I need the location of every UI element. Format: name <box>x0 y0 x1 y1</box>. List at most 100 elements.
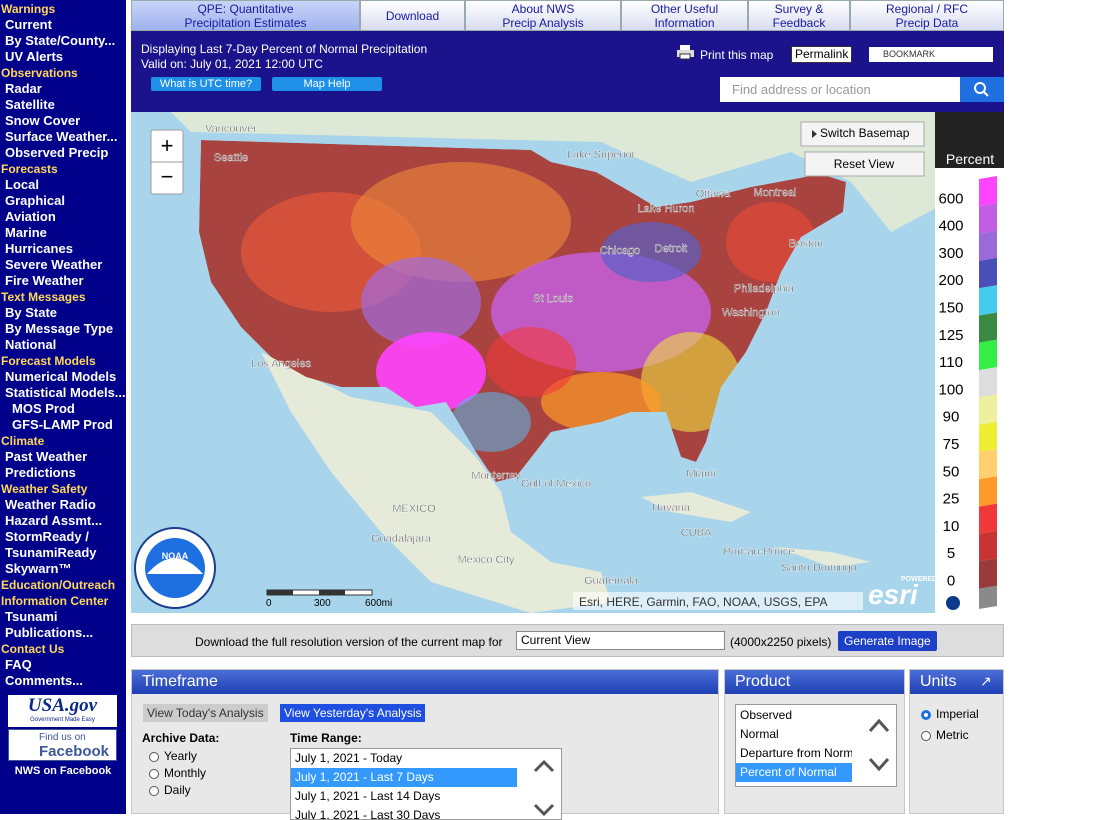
product-option[interactable]: Departure from Normal <box>740 746 852 760</box>
basemap-text[interactable]: Switch Basemap <box>820 126 910 140</box>
legend-label: 400 <box>938 218 963 235</box>
product-option[interactable]: Normal <box>740 727 779 741</box>
section-header[interactable]: Information Center <box>1 594 109 608</box>
valid-time: Valid on: July 01, 2021 12:00 UTC <box>141 57 323 71</box>
help-button[interactable]: Map Help <box>272 77 382 91</box>
nav-link[interactable]: Predictions <box>5 465 76 480</box>
section-header[interactable]: Climate <box>1 434 45 448</box>
nav-link[interactable]: National <box>5 337 57 352</box>
range-option[interactable]: July 1, 2021 - Last 7 Days <box>291 768 517 787</box>
nav-link[interactable]: Hurricanes <box>5 241 73 256</box>
nav-link[interactable]: By State/County... <box>5 33 116 48</box>
legend-swatch <box>979 285 997 316</box>
today-button[interactable]: View Today's Analysis <box>143 704 268 722</box>
search-button[interactable] <box>960 77 1004 102</box>
section-header[interactable]: Contact Us <box>1 642 65 656</box>
usagov-badge[interactable]: USA.gov Government Made Easy <box>8 695 117 727</box>
radio[interactable] <box>149 769 159 779</box>
nav-link[interactable]: Current <box>5 17 52 32</box>
archive-option[interactable]: Daily <box>149 782 206 799</box>
expand-arrow[interactable]: ↗ <box>980 673 992 689</box>
permalink[interactable]: Permalink <box>791 46 853 63</box>
nav-link[interactable]: Local <box>5 177 39 192</box>
print-icon[interactable] <box>677 44 695 60</box>
radio[interactable] <box>149 752 159 762</box>
nav-link[interactable]: UV Alerts <box>5 49 64 64</box>
product-list[interactable]: Observed Normal Departure from Normal Perce… <box>735 704 897 787</box>
help-icon[interactable] <box>946 596 960 610</box>
view-select[interactable]: Current View <box>516 631 725 650</box>
tab[interactable]: Regional / RFC Precip Data <box>850 0 1004 31</box>
radio[interactable] <box>149 786 159 796</box>
facebook-caption[interactable]: NWS on Facebook <box>14 765 112 777</box>
nav-link[interactable]: Observed Precip <box>5 145 109 160</box>
tab[interactable]: Survey & Feedback <box>748 0 850 31</box>
product-option[interactable]: Percent of Normal <box>736 763 852 782</box>
nav-link[interactable]: Surface Weather... <box>5 129 118 144</box>
range-list[interactable]: July 1, 2021 - Today July 1, 2021 - Last … <box>290 748 562 820</box>
radio-label: Imperial <box>936 707 979 721</box>
nav-sublink[interactable]: MOS Prod <box>12 401 75 416</box>
generate-button[interactable]: Generate Image <box>838 631 937 651</box>
range-option[interactable]: July 1, 2021 - Today <box>295 751 403 765</box>
tab[interactable]: QPE: Quantitative Precipitation Estimates <box>131 0 360 31</box>
nav-link[interactable]: Weather Radio <box>5 497 96 512</box>
nav-link[interactable]: Radar <box>5 81 42 96</box>
product-option[interactable]: Observed <box>740 708 793 722</box>
basemap-button[interactable] <box>800 121 925 147</box>
tab-line: About NWS <box>511 1 575 16</box>
nav-link[interactable]: Comments... <box>5 673 84 688</box>
nav-link[interactable]: Severe Weather <box>5 257 103 272</box>
yesterday-button[interactable]: View Yesterday's Analysis <box>280 704 426 722</box>
nav-link[interactable]: Publications... <box>5 625 94 640</box>
unit-option[interactable]: Imperial <box>921 704 979 725</box>
nav-link[interactable]: Past Weather <box>5 449 88 464</box>
section-header[interactable]: Text Messages <box>1 290 86 304</box>
bookmark[interactable]: BOOKMARK <box>869 47 993 62</box>
nav-link[interactable]: Graphical <box>5 193 65 208</box>
nav-link[interactable]: Hazard Assmt... <box>5 513 103 528</box>
utc-button[interactable]: What is UTC time? <box>151 77 261 91</box>
search-input[interactable]: Find address or location <box>720 77 960 102</box>
zoom-out[interactable]: − <box>161 164 174 189</box>
section-header[interactable]: Weather Safety <box>1 482 88 496</box>
nav-link[interactable]: Numerical Models <box>5 369 117 384</box>
unit-option[interactable]: Metric <box>921 725 979 746</box>
nav-link[interactable]: Marine <box>5 225 47 240</box>
nav-link[interactable]: Tsunami <box>5 609 58 624</box>
tab[interactable]: About NWS Precip Analysis <box>465 0 621 31</box>
legend-swatch <box>979 176 997 207</box>
section-header[interactable]: Forecasts <box>1 162 58 176</box>
reset-button[interactable] <box>804 151 925 177</box>
range-option[interactable]: July 1, 2021 - Last 30 Days <box>295 808 441 820</box>
legend-label: 90 <box>943 409 960 426</box>
section-header[interactable]: Education/Outreach <box>1 578 116 592</box>
nav-link[interactable]: Aviation <box>5 209 56 224</box>
nav-link[interactable]: Satellite <box>5 97 55 112</box>
nav-link[interactable]: Fire Weather <box>5 273 84 288</box>
tab[interactable]: Other Useful Information <box>621 0 748 31</box>
radio[interactable] <box>921 710 931 720</box>
tab[interactable]: Download <box>360 0 465 31</box>
nav-link[interactable]: FAQ <box>5 657 32 672</box>
nav-link[interactable]: By State <box>5 305 58 320</box>
section-header[interactable]: Warnings <box>1 2 56 16</box>
nav-link[interactable]: Snow Cover <box>5 113 81 128</box>
nav-link[interactable]: StormReady / TsunamiReady <box>5 529 97 560</box>
zoom-in[interactable]: + <box>161 133 174 158</box>
archive-option[interactable]: Yearly <box>149 748 206 765</box>
nav-link[interactable]: Statistical Models... <box>5 385 126 400</box>
map-label: Havana <box>652 502 691 514</box>
range-option[interactable]: July 1, 2021 - Last 14 Days <box>295 789 441 803</box>
section-header[interactable]: Forecast Models <box>1 354 96 368</box>
archive-option[interactable]: Monthly <box>149 765 206 782</box>
nav-link[interactable]: By Message Type <box>5 321 114 336</box>
nav-sublink[interactable]: GFS-LAMP Prod <box>12 417 113 432</box>
section-header[interactable]: Observations <box>1 66 78 80</box>
radio[interactable] <box>921 731 931 741</box>
facebook-badge[interactable]: Find us on Facebook <box>8 729 117 761</box>
nav-link[interactable]: Skywarn™ <box>5 561 72 576</box>
map[interactable]: Vancouver Seattle Lake Superior Ottawa Montr… <box>131 112 1004 613</box>
print-link[interactable]: Print this map <box>700 48 774 62</box>
reset-text[interactable]: Reset View <box>834 157 895 171</box>
